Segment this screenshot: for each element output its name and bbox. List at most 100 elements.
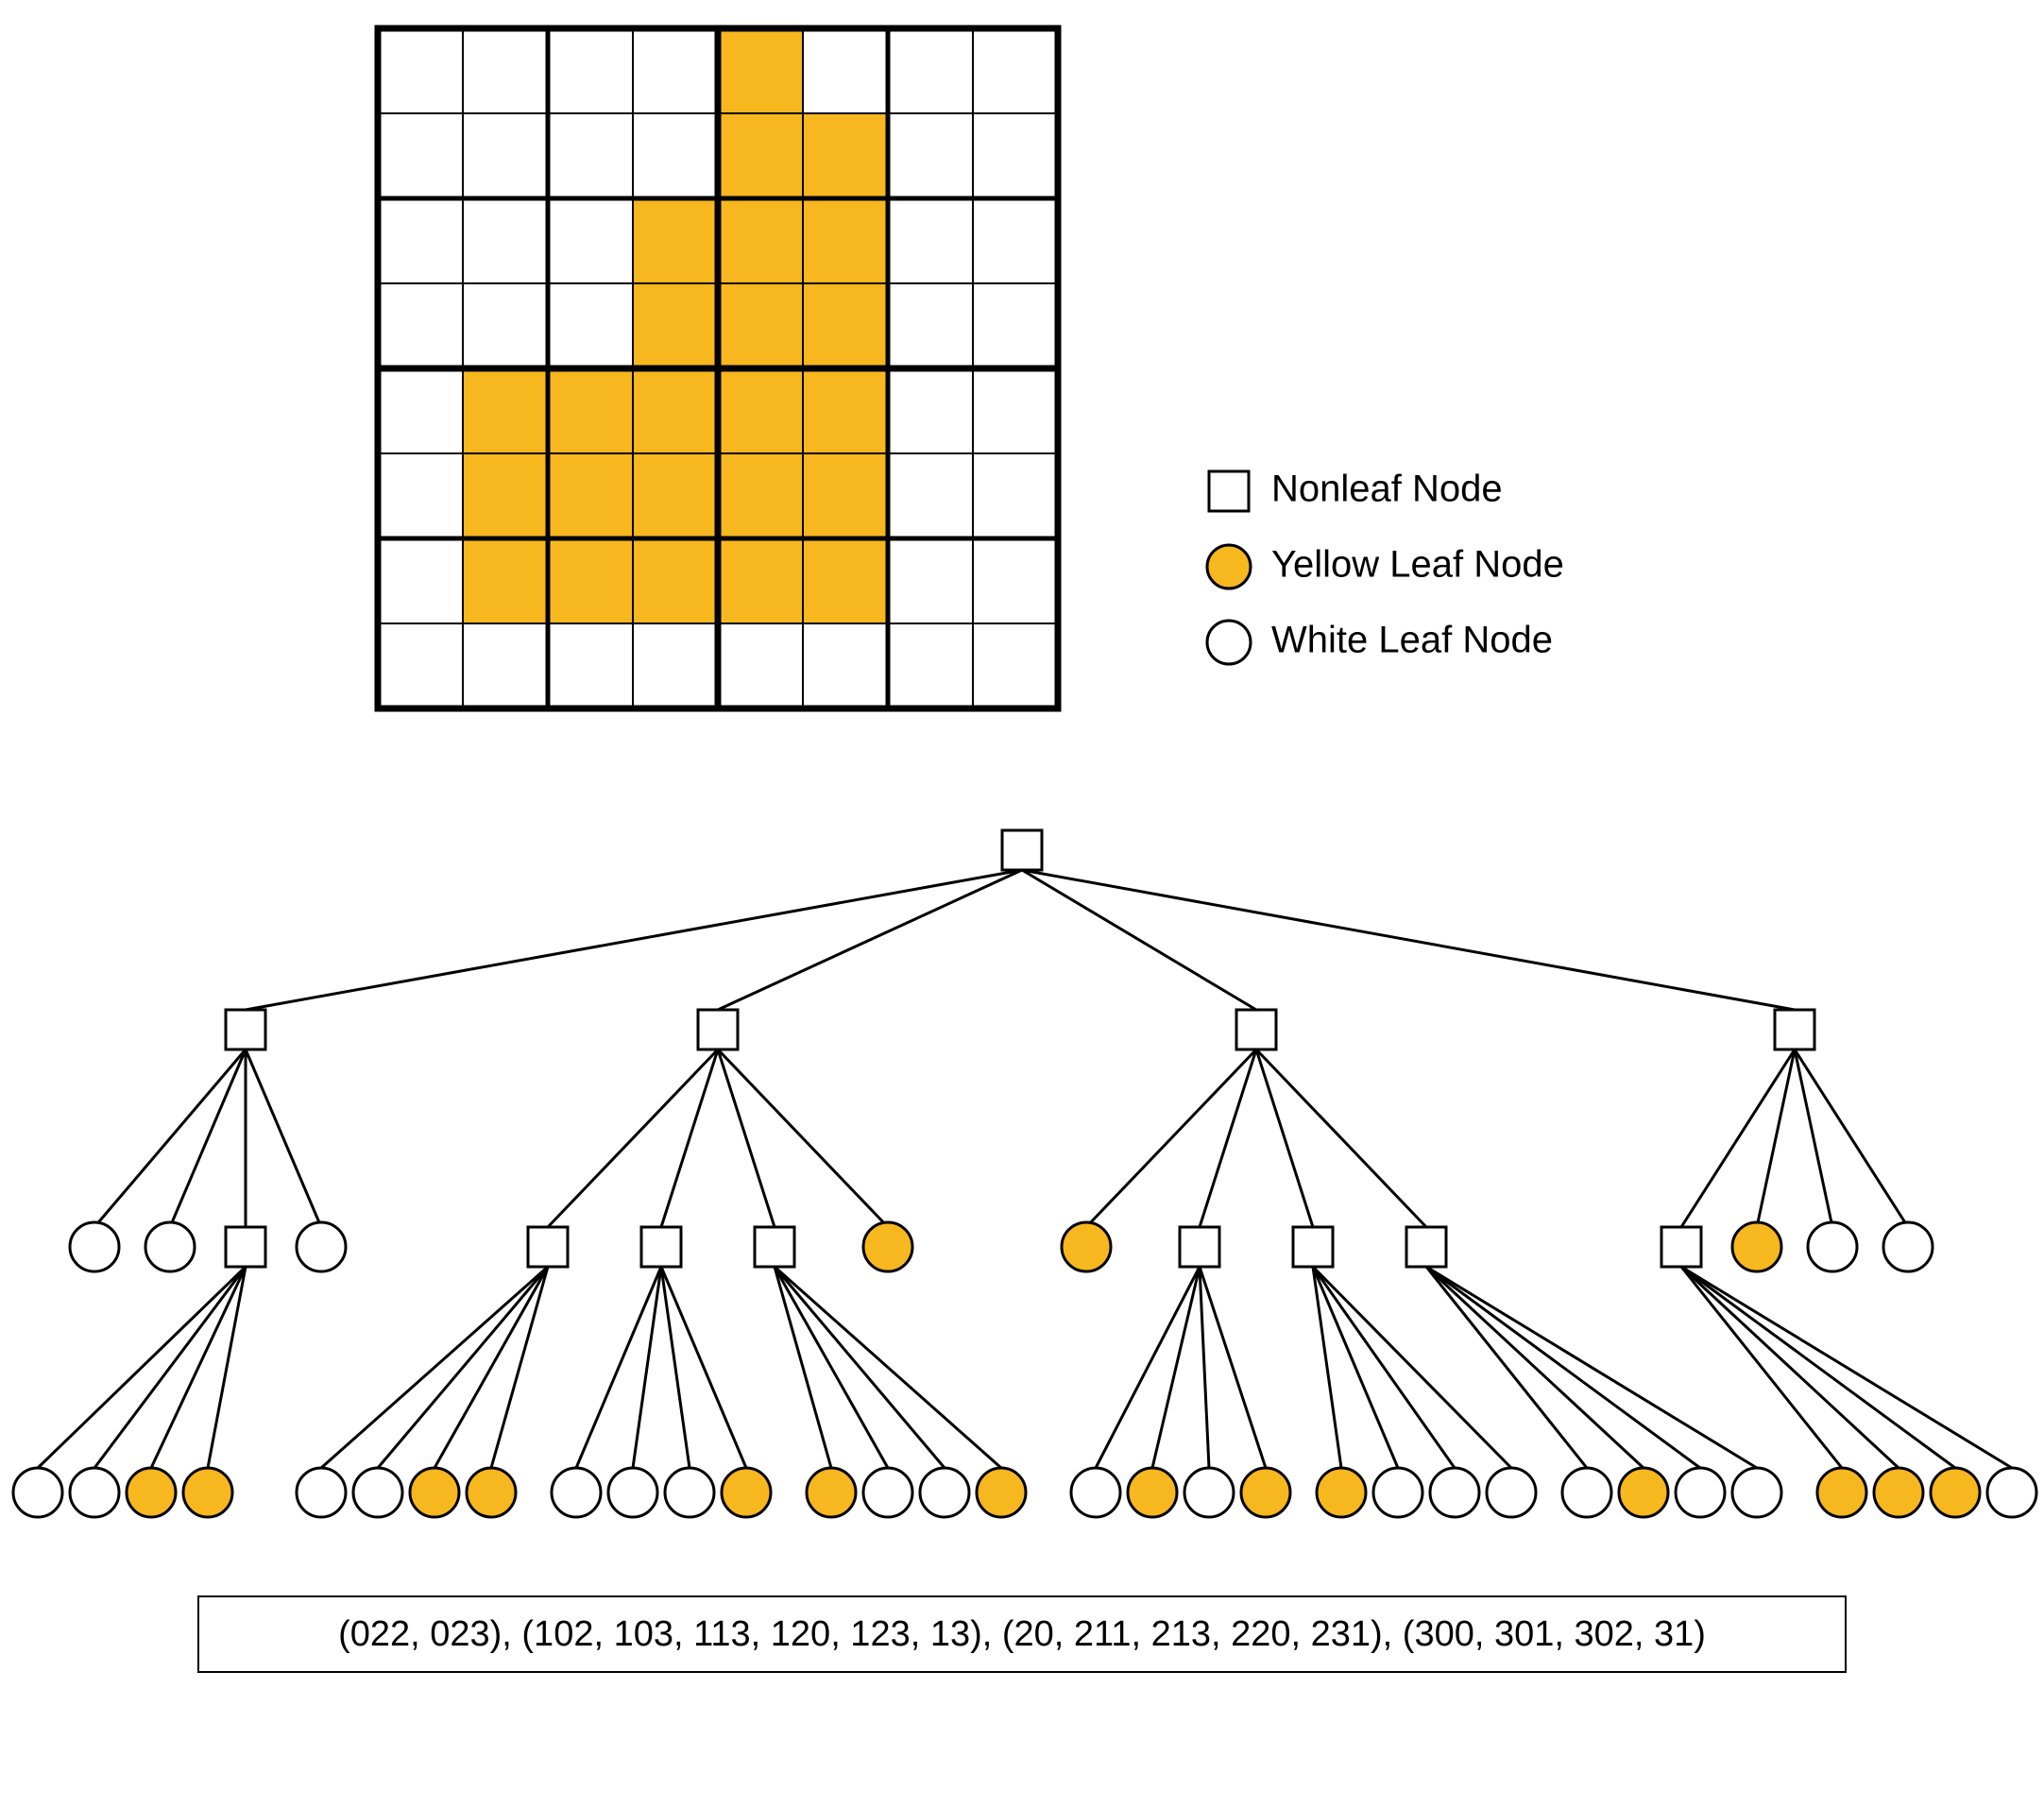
tree-edge [1086,1049,1256,1227]
tree-leaf-yellow [807,1468,856,1517]
grid-cell-yellow [718,368,803,453]
tree-nonleaf-node [1180,1227,1219,1267]
tree-edge [321,1267,548,1468]
tree-leaf-white [665,1468,714,1517]
legend-swatch-square [1209,471,1249,511]
tree-edge [246,1049,321,1227]
tree-leaf-yellow [1619,1468,1668,1517]
tree-leaf-white [70,1222,119,1271]
grid-cell-yellow [633,283,718,368]
grid-cell-yellow [803,283,888,368]
tree-edge [1681,1267,1899,1468]
legend-swatch-circle [1207,545,1251,588]
tree-edge [1256,1049,1426,1227]
grid-cell-yellow [803,198,888,283]
grid-cell-yellow [548,538,633,623]
tree-leaf-white [1883,1222,1933,1271]
grid-cell-yellow [718,538,803,623]
tree-edge [775,1267,1001,1468]
tree-nonleaf-node [1775,1010,1814,1049]
tree-leaf-yellow [1732,1222,1781,1271]
tree-leaf-white [1808,1222,1857,1271]
tree-root-node [1002,830,1042,870]
tree-nodes [13,830,2036,1517]
tree-edges [38,870,2012,1468]
grid-cell-yellow [803,538,888,623]
grid-cell-yellow [548,453,633,538]
grid-cell-yellow [718,113,803,198]
tree-nonleaf-node [698,1010,738,1049]
tree-leaf-yellow [127,1468,176,1517]
tree-leaf-white [863,1468,912,1517]
tree-edge [94,1267,246,1468]
tree-edge [1426,1267,1644,1468]
tree-edge [1681,1049,1795,1227]
tree-edge [775,1267,945,1468]
tree-leaf-yellow [1874,1468,1923,1517]
tree-leaf-white [1487,1468,1536,1517]
grid-cell-yellow [803,368,888,453]
tree-edge [775,1267,888,1468]
grid-cell-yellow [718,453,803,538]
legend-label: White Leaf Node [1271,620,1553,661]
tree-edge [1200,1267,1266,1468]
tree-leaf-white [70,1468,119,1517]
grid-cell-yellow [718,28,803,113]
tree-leaf-white [353,1468,402,1517]
tree-nonleaf-node [1406,1227,1446,1267]
legend-label: Yellow Leaf Node [1271,544,1564,586]
tree-leaf-yellow [1317,1468,1366,1517]
tree-nonleaf-node [1293,1227,1333,1267]
grid-cell-yellow [803,113,888,198]
tree-leaf-white [1562,1468,1611,1517]
tree-edge [1200,1049,1256,1227]
tree-leaf-white [13,1468,62,1517]
tree-leaf-yellow [722,1468,771,1517]
grid-cell-yellow [633,538,718,623]
tree-leaf-white [1430,1468,1479,1517]
tree-nonleaf-node [528,1227,568,1267]
tree-leaf-white [1184,1468,1234,1517]
tree-leaf-yellow [467,1468,516,1517]
tree-edge [1795,1049,1832,1227]
grid-cell-yellow [633,368,718,453]
tree-edge [718,1049,775,1227]
tree-nonleaf-node [1236,1010,1276,1049]
tree-edge [718,1049,888,1227]
legend-swatch-circle [1207,621,1251,664]
tree-leaf-white [297,1222,346,1271]
quadtree-diagram: Nonleaf NodeYellow Leaf NodeWhite Leaf N… [0,0,2044,1808]
tree-leaf-yellow [1128,1468,1177,1517]
tree-leaf-white [552,1468,601,1517]
grid-cell-yellow [463,368,548,453]
tree-nonleaf-node [755,1227,794,1267]
grid-cell-yellow [463,538,548,623]
tree-leaf-white [1071,1468,1120,1517]
tree-edge [1795,1049,1908,1227]
tree-nonleaf-node [226,1010,265,1049]
grid-cell-yellow [718,198,803,283]
tree-leaf-yellow [1931,1468,1980,1517]
code-box-text: (022, 023), (102, 103, 113, 120, 123, 13… [338,1614,1706,1654]
tree-leaf-white [297,1468,346,1517]
grid-cell-yellow [718,283,803,368]
tree-edge [775,1267,831,1468]
grid-cell-yellow [463,453,548,538]
tree-nonleaf-node [1661,1227,1701,1267]
tree-leaf-yellow [1241,1468,1290,1517]
tree-edge [151,1267,246,1468]
tree-leaf-white [920,1468,969,1517]
tree-leaf-yellow [863,1222,912,1271]
grid-cell-yellow [633,453,718,538]
legend: Nonleaf NodeYellow Leaf NodeWhite Leaf N… [1207,469,1564,664]
tree-edge [170,1049,246,1227]
tree-edge [718,870,1022,1010]
tree-nonleaf-node [641,1227,681,1267]
tree-edge [1096,1267,1200,1468]
tree-leaf-white [1732,1468,1781,1517]
tree-nonleaf-node [226,1227,265,1267]
tree-edge [1313,1267,1511,1468]
grid-cell-yellow [803,453,888,538]
tree-edge [1200,1267,1209,1468]
tree-edge [1152,1267,1200,1468]
